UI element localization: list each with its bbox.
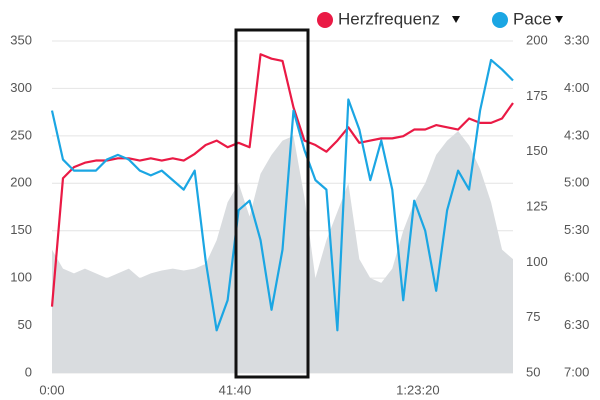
dropdown-icon[interactable] — [555, 16, 563, 23]
plot-area — [50, 40, 514, 374]
y3-tick-label: 3:30 — [564, 32, 589, 47]
y3-tick-label: 6:30 — [564, 317, 589, 332]
y-tick-label: 100 — [10, 270, 32, 285]
legend-marker — [317, 12, 333, 28]
x-tick-label: 1:23:20 — [396, 382, 439, 397]
y-tick-label: 300 — [10, 80, 32, 95]
y2-tick-label: 50 — [526, 364, 540, 379]
y-tick-label: 50 — [18, 317, 32, 332]
y-tick-label: 350 — [10, 32, 32, 47]
dropdown-icon[interactable] — [452, 16, 460, 23]
y2-tick-label: 200 — [526, 32, 548, 47]
y-tick-label: 0 — [25, 364, 32, 379]
y2-tick-label: 75 — [526, 309, 540, 324]
y-tick-label: 200 — [10, 175, 32, 190]
series-line — [50, 58, 514, 332]
legend-marker — [492, 12, 508, 28]
legend-label[interactable]: Pace — [513, 9, 552, 28]
y3-tick-label: 4:00 — [564, 80, 589, 95]
y2-tick-label: 175 — [526, 88, 548, 103]
y-tick-label: 250 — [10, 127, 32, 142]
y2-tick-label: 125 — [526, 198, 548, 213]
series-line — [50, 53, 514, 307]
y2-tick-label: 150 — [526, 143, 548, 158]
y2-tick-label: 100 — [526, 254, 548, 269]
y3-tick-label: 6:00 — [564, 270, 589, 285]
x-tick-label: 41:40 — [219, 382, 252, 397]
y3-tick-label: 5:30 — [564, 222, 589, 237]
y3-tick-label: 4:30 — [564, 127, 589, 142]
legend-label[interactable]: Herzfrequenz — [338, 9, 440, 28]
y-tick-label: 150 — [10, 222, 32, 237]
x-tick-label: 0:00 — [39, 382, 64, 397]
y3-tick-label: 7:00 — [564, 364, 589, 379]
highlight-box — [234, 28, 310, 379]
y3-tick-label: 5:00 — [564, 175, 589, 190]
